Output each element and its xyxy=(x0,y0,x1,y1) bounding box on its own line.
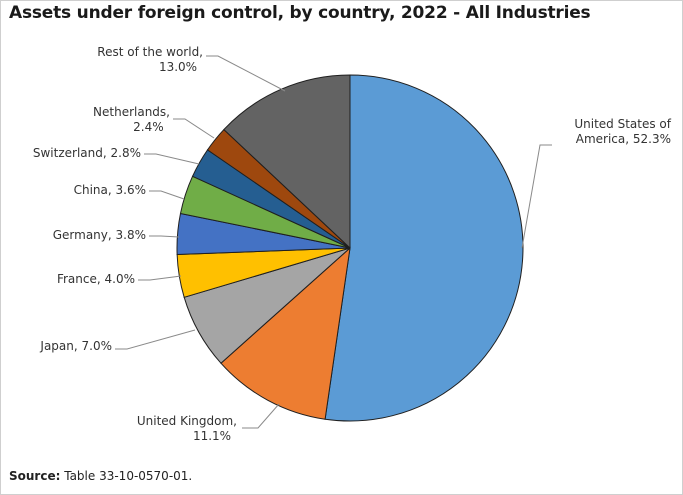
leader-line-united-kingdom xyxy=(242,403,280,429)
leader-line-switzerland xyxy=(144,153,200,165)
pie-slice-united-kingdom xyxy=(220,246,351,420)
source-note: Source: Table 33-10-0570-01. xyxy=(9,469,192,483)
data-label-line: Rest of the world, xyxy=(97,45,203,59)
data-label-germany: Germany, 3.8% xyxy=(53,228,146,242)
leader-line-netherlands xyxy=(173,118,215,139)
source-text: Table 33-10-0570-01. xyxy=(64,469,193,483)
data-label-rest-of-the-world: Rest of the world, 13.0% xyxy=(97,45,203,74)
data-label-line: Germany, 3.8% xyxy=(53,228,146,242)
leader-line-china xyxy=(149,190,185,200)
data-label-line: 13.0% xyxy=(159,60,197,74)
data-label-line: 2.4% xyxy=(133,120,164,134)
data-label-line: United States of xyxy=(574,117,671,131)
source-label: Source: xyxy=(9,469,61,483)
data-label-line: Japan, 7.0% xyxy=(39,339,112,353)
data-label-line: America, 52.3% xyxy=(576,132,671,146)
data-label-united-states-of-america: United States of America, 52.3% xyxy=(574,117,671,146)
leader-line-japan xyxy=(115,329,196,350)
leader-line-france xyxy=(138,275,182,281)
leader-line-united-states-of-america xyxy=(521,144,552,249)
data-label-united-kingdom: United Kingdom, 11.1% xyxy=(137,414,237,443)
data-label-japan: Japan, 7.0% xyxy=(39,339,112,353)
data-label-netherlands: Netherlands, 2.4% xyxy=(93,105,170,134)
data-label-china: China, 3.6% xyxy=(74,183,146,197)
data-label-line: France, 4.0% xyxy=(57,272,135,286)
data-label-line: 11.1% xyxy=(193,429,231,443)
leader-line-rest-of-the-world xyxy=(206,55,286,92)
data-label-france: France, 4.0% xyxy=(57,272,135,286)
pie-slice-united-states-of-america xyxy=(324,74,524,422)
data-label-line: Netherlands, xyxy=(93,105,170,119)
leader-line-germany xyxy=(149,235,180,238)
data-label-line: United Kingdom, xyxy=(137,414,237,428)
data-label-line: China, 3.6% xyxy=(74,183,146,197)
data-label-switzerland: Switzerland, 2.8% xyxy=(33,146,141,160)
data-label-line: Switzerland, 2.8% xyxy=(33,146,141,160)
chart-title: Assets under foreign control, by country… xyxy=(9,3,591,23)
